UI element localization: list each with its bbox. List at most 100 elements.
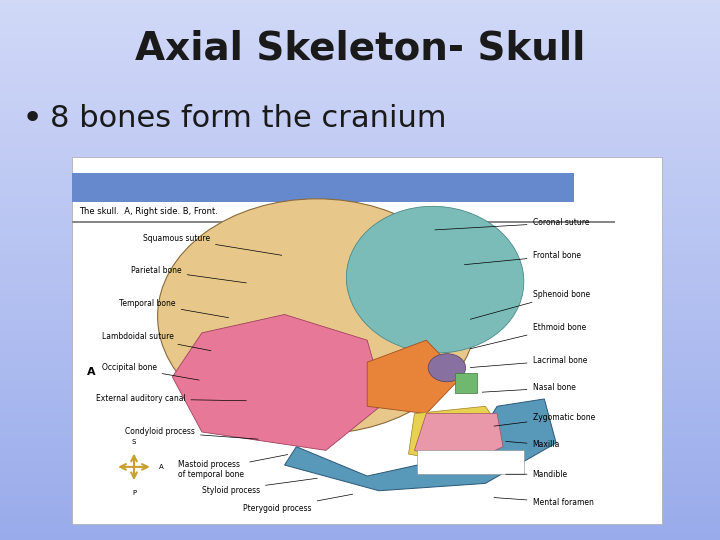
Bar [0, 59, 720, 62]
Bar [0, 375, 720, 378]
Text: Temporal bone: Temporal bone [120, 299, 229, 318]
Bar [0, 340, 720, 343]
Bar [0, 232, 720, 235]
Bar [0, 230, 720, 232]
Bar [0, 240, 720, 243]
Bar [0, 508, 720, 510]
Bar [0, 270, 720, 273]
Bar [0, 11, 720, 14]
Bar [0, 202, 720, 205]
Bar [0, 289, 720, 292]
Bar [0, 459, 720, 462]
Bar [0, 189, 720, 192]
Bar [0, 497, 720, 500]
Text: Squamous suture: Squamous suture [143, 234, 282, 255]
Bar [0, 46, 720, 49]
Bar [0, 103, 720, 105]
Bar [0, 405, 720, 408]
Bar [72, 221, 615, 222]
Bar [0, 383, 720, 386]
Bar [0, 518, 720, 521]
Bar [0, 416, 720, 418]
Bar [0, 427, 720, 429]
Bar [0, 170, 720, 173]
Bar [0, 500, 720, 502]
Text: Lambdoidal suture: Lambdoidal suture [102, 332, 211, 350]
Bar [0, 429, 720, 432]
Bar [72, 157, 662, 524]
Bar [0, 302, 720, 305]
Bar [0, 70, 720, 73]
Bar [0, 148, 720, 151]
Bar [0, 154, 720, 157]
Bar [0, 81, 720, 84]
Bar [0, 43, 720, 46]
Bar [0, 259, 720, 262]
Bar [0, 167, 720, 170]
Text: Mastoid process
of temporal bone: Mastoid process of temporal bone [179, 455, 288, 479]
Bar [0, 305, 720, 308]
Text: Condyloid process: Condyloid process [125, 428, 258, 439]
Bar [0, 138, 720, 140]
Bar [0, 3, 720, 5]
Text: External auditory canal: External auditory canal [96, 394, 246, 403]
Bar [0, 113, 720, 116]
Bar [0, 159, 720, 162]
Ellipse shape [158, 199, 477, 434]
Bar [0, 8, 720, 11]
Circle shape [428, 354, 466, 382]
Bar [0, 94, 720, 97]
Bar [454, 373, 477, 394]
Bar [0, 254, 720, 256]
Bar [0, 502, 720, 505]
Bar [418, 450, 523, 474]
Bar [0, 292, 720, 294]
Bar [0, 418, 720, 421]
Bar [0, 462, 720, 464]
Bar [0, 97, 720, 100]
Text: A: A [87, 367, 95, 377]
Bar [0, 354, 720, 356]
Bar [0, 386, 720, 389]
Bar [0, 76, 720, 78]
Bar [0, 332, 720, 335]
Polygon shape [284, 399, 556, 491]
Bar [0, 173, 720, 176]
Text: Sphenoid bone: Sphenoid bone [470, 290, 590, 319]
Bar [0, 221, 720, 224]
Text: Pterygoid process: Pterygoid process [243, 494, 353, 513]
Bar [0, 24, 720, 27]
Bar [0, 151, 720, 154]
Bar [0, 324, 720, 327]
Bar [0, 392, 720, 394]
Bar [0, 524, 720, 526]
Bar [0, 410, 720, 413]
Text: Axial Skeleton- Skull: Axial Skeleton- Skull [135, 30, 585, 68]
Polygon shape [415, 414, 503, 465]
Text: A: A [158, 464, 163, 470]
Bar [72, 173, 574, 202]
Text: Mandible: Mandible [505, 470, 567, 479]
Bar [0, 111, 720, 113]
Text: The skull.  A, Right side. B, Front.: The skull. A, Right side. B, Front. [79, 207, 218, 217]
Ellipse shape [346, 206, 524, 353]
Bar [0, 400, 720, 402]
Bar [0, 162, 720, 165]
Bar [0, 327, 720, 329]
Polygon shape [172, 314, 385, 450]
Bar [0, 483, 720, 486]
Bar [0, 227, 720, 229]
Bar [0, 235, 720, 238]
Text: S: S [132, 439, 136, 446]
Bar [0, 84, 720, 86]
Bar [0, 472, 720, 475]
Bar [0, 335, 720, 338]
Bar [0, 267, 720, 270]
Bar [0, 119, 720, 122]
Bar [0, 181, 720, 184]
Bar [0, 486, 720, 489]
Bar [0, 440, 720, 443]
Bar [0, 157, 720, 159]
Bar [0, 14, 720, 16]
Bar [0, 38, 720, 40]
